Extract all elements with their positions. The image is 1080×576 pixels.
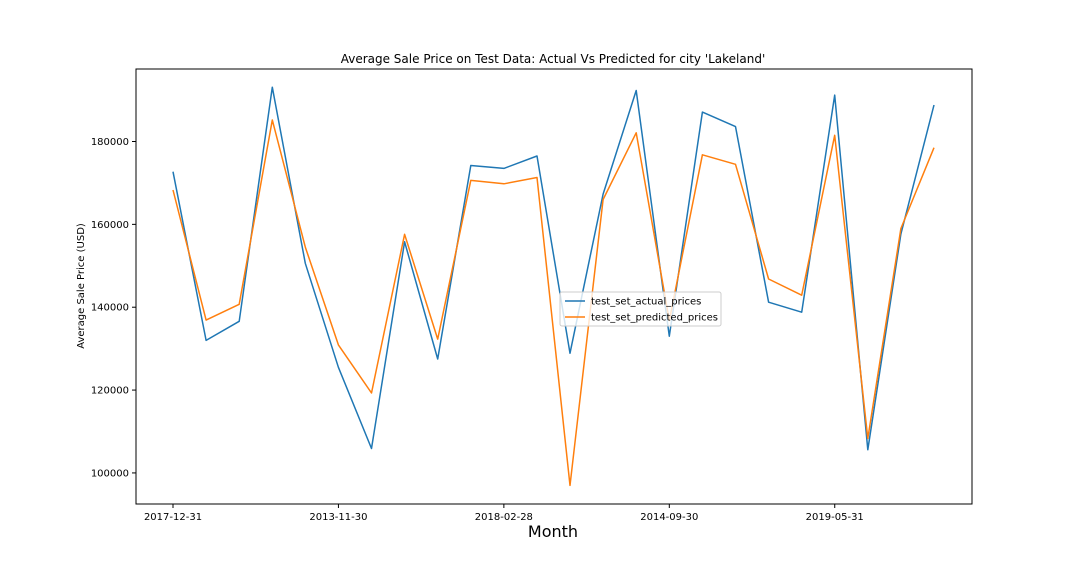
legend-label: test_set_actual_prices [591, 297, 701, 308]
series-group [172, 86, 935, 487]
plot-area [135, 68, 973, 505]
x-axis: 2017-12-31 2013-11-30 2018-02-28 2014-09-30… [144, 504, 864, 523]
x-axis-label: Month [528, 522, 578, 541]
x-tick-label: 2017-12-31 [144, 512, 202, 523]
y-axis: 100000 120000 140000 160000 180000 [91, 137, 136, 479]
y-tick-label: 140000 [91, 303, 129, 314]
y-tick-label: 180000 [91, 137, 129, 148]
y-tick-label: 160000 [91, 220, 129, 231]
x-tick-label: 2014-09-30 [640, 512, 698, 523]
series-line-test-set-predicted-prices [172, 119, 935, 487]
chart-title: Average Sale Price on Test Data: Actual … [341, 52, 766, 66]
legend: test_set_actual_prices test_set_predicted… [559, 291, 722, 327]
y-tick-label: 120000 [91, 386, 129, 397]
series-line-test-set-actual-prices [172, 86, 935, 451]
legend-label: test_set_predicted_prices [591, 313, 718, 324]
legend-box [559, 291, 722, 327]
x-tick-label: 2019-05-31 [806, 512, 864, 523]
y-tick-label: 100000 [91, 468, 129, 479]
plot-frame [135, 68, 973, 505]
x-tick-label: 2018-02-28 [475, 512, 533, 523]
x-tick-label: 2013-11-30 [309, 512, 367, 523]
y-axis-label: Average Sale Price (USD) [76, 223, 87, 349]
